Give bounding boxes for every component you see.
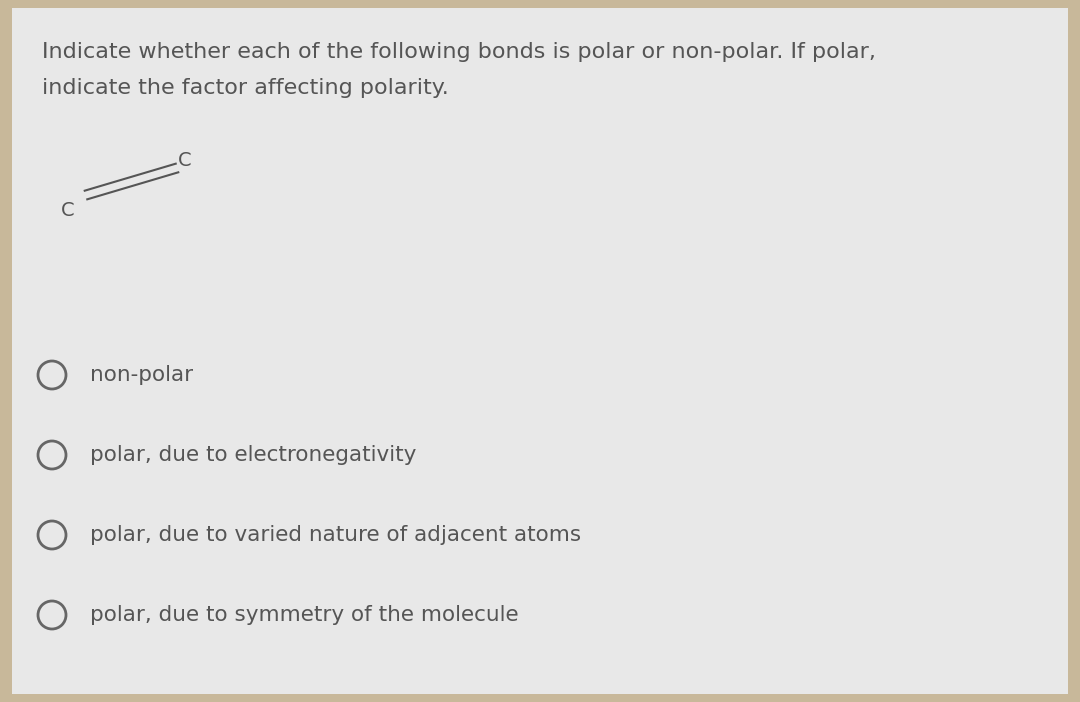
Text: polar, due to symmetry of the molecule: polar, due to symmetry of the molecule	[90, 605, 518, 625]
Text: indicate the factor affecting polarity.: indicate the factor affecting polarity.	[42, 78, 449, 98]
Text: polar, due to varied nature of adjacent atoms: polar, due to varied nature of adjacent …	[90, 525, 581, 545]
Text: C: C	[178, 150, 192, 169]
Text: Indicate whether each of the following bonds is polar or non-polar. If polar,: Indicate whether each of the following b…	[42, 42, 876, 62]
Text: polar, due to electronegativity: polar, due to electronegativity	[90, 445, 417, 465]
Text: non-polar: non-polar	[90, 365, 193, 385]
Text: C: C	[62, 201, 75, 220]
